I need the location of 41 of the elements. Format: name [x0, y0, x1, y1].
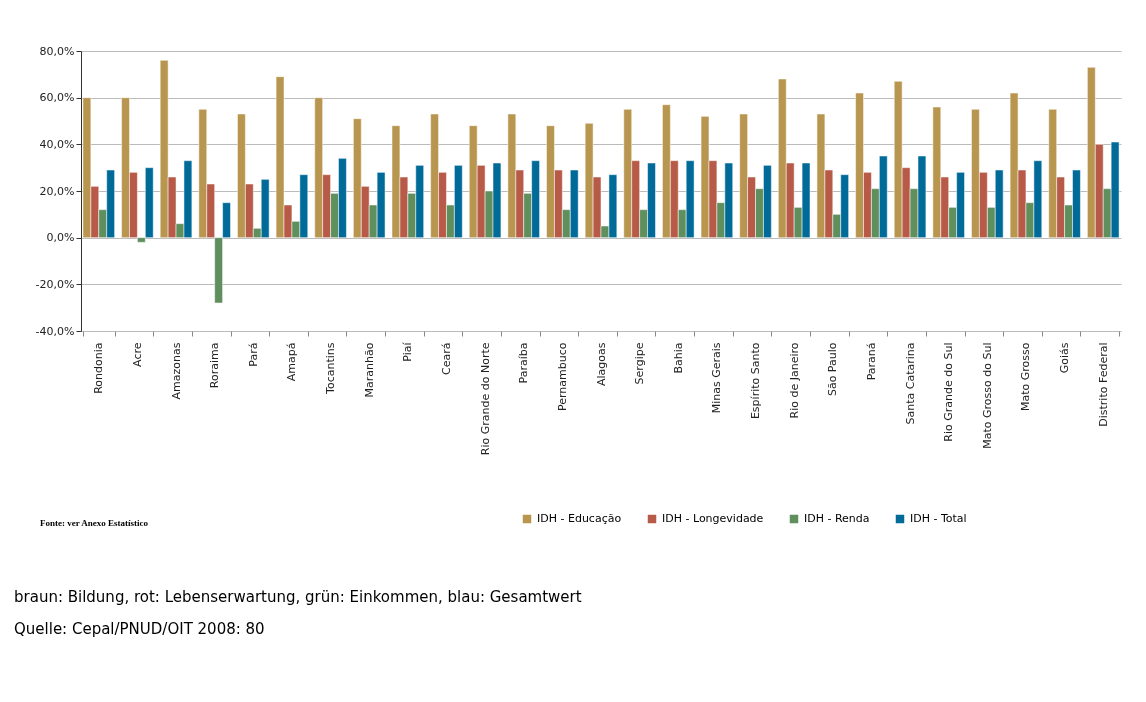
x-tick-label: Distrito Federal: [1096, 342, 1110, 427]
x-tick-label: Rio Grande do Sul: [942, 342, 956, 442]
x-tick-label: Paraíba: [517, 342, 531, 384]
y-tick-label: 0,0%: [46, 231, 75, 245]
legend-label: IDH - Longevidade: [662, 512, 764, 525]
y-tick-label: 80,0%: [39, 44, 75, 58]
x-tick-label: Acre: [130, 342, 144, 367]
legend-label: IDH - Total: [910, 512, 967, 525]
y-tick-label: 40,0%: [39, 137, 75, 151]
source-note: Fonte: ver Anexo Estatístico: [40, 518, 149, 528]
text: braun: Bildung, rot: Lebenserwartung, grün: Einkommen, blau: Gesamtwert: [14, 588, 583, 606]
x-tick-label: Minas Gerais: [710, 342, 724, 414]
x-tick-label: Pernambuco: [555, 342, 569, 411]
x-tick-label: Espírito Santo: [749, 342, 763, 420]
y-tick-label: -20,0%: [35, 277, 75, 291]
y-tick-label: -40,0%: [35, 324, 75, 338]
x-tick-label: Piaí: [401, 341, 415, 362]
x-tick-label: Amazonas: [169, 342, 183, 400]
x-tick-label: Rio Grande do Norte: [478, 342, 492, 456]
x-tick-label: Alagoas: [594, 342, 608, 387]
x-tick-label: Ceará: [439, 342, 453, 375]
x-tick-label: Goiás: [1058, 342, 1072, 374]
x-tick-label: Maranhão: [362, 342, 376, 398]
x-tick-label: Tocantins: [324, 342, 338, 395]
x-tick-label: Amapá: [285, 342, 299, 382]
legend-label: IDH - Educação: [537, 512, 622, 525]
x-tick-label: Santa Catarina: [903, 342, 917, 425]
x-tick-label: Mato Grosso do Sul: [980, 342, 994, 449]
x-tick-label: Rondonia: [92, 342, 106, 394]
source-note: Quelle: Cepal/PNUD/OIT 2008: 80: [14, 620, 266, 638]
x-tick-label: Roraima: [208, 342, 222, 389]
y-tick-label: 60,0%: [39, 91, 75, 105]
x-tick-label: São Paulo: [826, 342, 840, 397]
legend-label: IDH - Renda: [804, 512, 870, 525]
x-tick-label: Sergipe: [633, 342, 647, 385]
x-tick-label: Paraná: [864, 342, 878, 381]
x-tick-label: Bahia: [671, 342, 685, 374]
x-tick-label: Mato Grosso: [1019, 342, 1033, 411]
x-tick-label: Rio de Janeiro: [787, 342, 801, 419]
x-tick-label: Pará: [246, 342, 260, 367]
y-tick-label: 20,0%: [39, 184, 75, 198]
